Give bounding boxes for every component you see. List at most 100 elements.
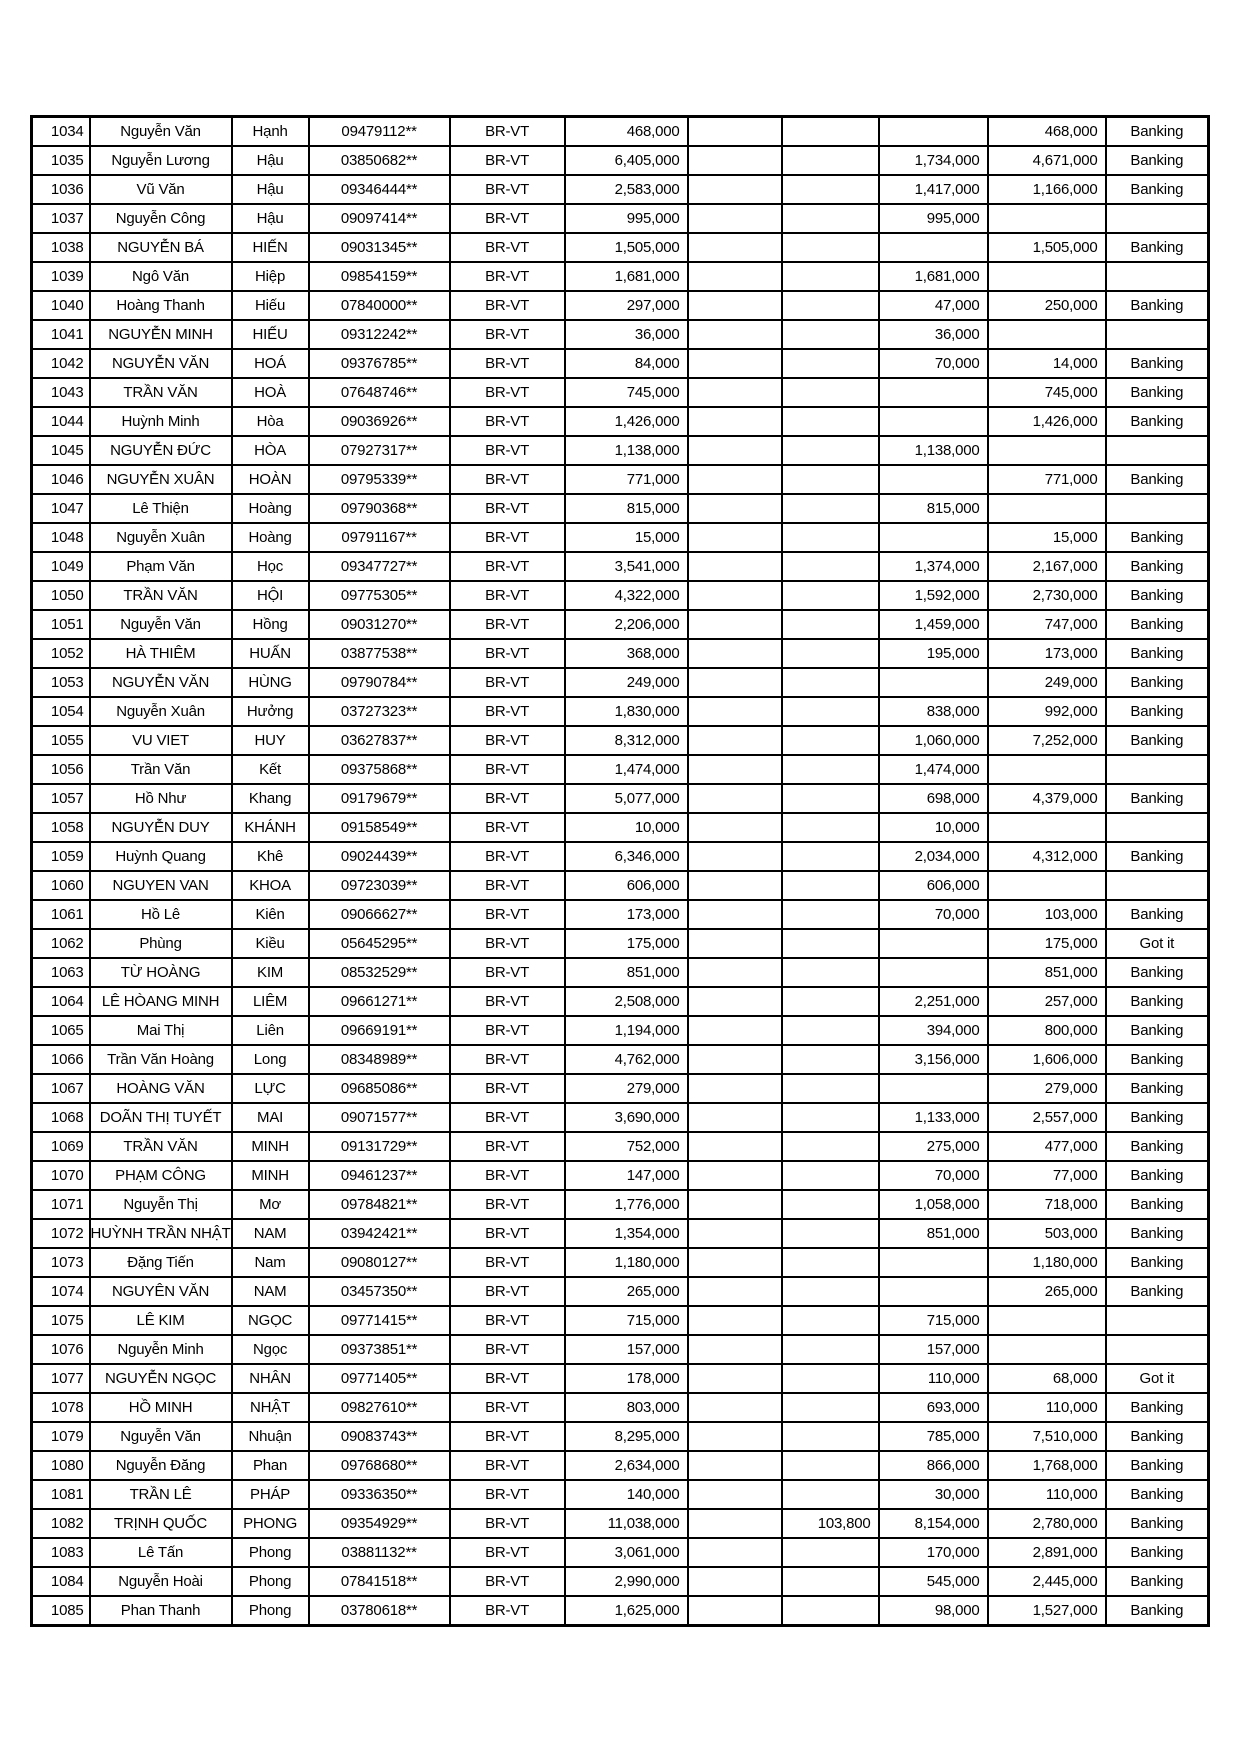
cell-row-id: 1061	[30, 899, 91, 930]
cell-row-id: 1072	[30, 1218, 91, 1249]
cell-blank-2	[780, 1566, 880, 1597]
cell-surname: Mơ	[230, 1189, 310, 1220]
table-row: 1055 VU VIET HUY 03627837** BR-VT 8,312,…	[30, 725, 1210, 756]
cell-amount-2: 815,000	[877, 493, 989, 524]
cell-row-id: 1047	[30, 493, 91, 524]
cell-row-id: 1046	[30, 464, 91, 495]
cell-surname: Hậu	[230, 203, 310, 234]
cell-amount-2: 698,000	[877, 783, 989, 814]
table-row: 1062 Phùng Kiều 05645295** BR-VT 175,000…	[30, 928, 1210, 959]
cell-blank-1	[686, 696, 783, 727]
cell-blank-2	[780, 638, 880, 669]
cell-phone: 08532529**	[307, 957, 451, 988]
cell-amount-2: 98,000	[877, 1595, 989, 1627]
cell-row-id: 1082	[30, 1508, 91, 1539]
cell-region: BR-VT	[448, 174, 566, 205]
cell-row-id: 1063	[30, 957, 91, 988]
cell-blank-2	[780, 812, 880, 843]
cell-amount-2	[877, 115, 989, 147]
cell-phone: 09771415**	[307, 1305, 451, 1336]
cell-row-id: 1081	[30, 1479, 91, 1510]
cell-amount-1: 6,405,000	[563, 145, 689, 176]
cell-amount-3: 468,000	[986, 115, 1107, 147]
cell-status: Banking	[1104, 957, 1210, 988]
cell-surname: Kiều	[230, 928, 310, 959]
cell-phone: 09031345**	[307, 232, 451, 263]
cell-name: HOÀNG VĂN	[88, 1073, 233, 1104]
cell-blank-2	[780, 1479, 880, 1510]
cell-surname: NAM	[230, 1218, 310, 1249]
cell-amount-1: 173,000	[563, 899, 689, 930]
cell-blank-2	[780, 725, 880, 756]
cell-status: Banking	[1104, 1189, 1210, 1220]
cell-blank-1	[686, 609, 783, 640]
table-row: 1059 Huỳnh Quang Khê 09024439** BR-VT 6,…	[30, 841, 1210, 872]
cell-blank-1	[686, 783, 783, 814]
cell-name: PHẠM CÔNG	[88, 1160, 233, 1191]
cell-status	[1104, 870, 1210, 901]
cell-name: Nguyễn Đăng	[88, 1450, 233, 1481]
cell-status: Got it	[1104, 928, 1210, 959]
cell-surname: HIẾN	[230, 232, 310, 263]
cell-region: BR-VT	[448, 667, 566, 698]
cell-phone: 09661271**	[307, 986, 451, 1017]
cell-name: Phan Thanh	[88, 1595, 233, 1627]
cell-status: Banking	[1104, 1537, 1210, 1568]
cell-phone: 09790368**	[307, 493, 451, 524]
cell-status: Banking	[1104, 1044, 1210, 1075]
cell-surname: Liên	[230, 1015, 310, 1046]
cell-blank-2	[780, 870, 880, 901]
cell-name: Ngô Văn	[88, 261, 233, 292]
cell-amount-1: 771,000	[563, 464, 689, 495]
cell-phone: 03881132**	[307, 1537, 451, 1568]
cell-phone: 09669191**	[307, 1015, 451, 1046]
cell-amount-3: 265,000	[986, 1276, 1107, 1307]
cell-amount-1: 606,000	[563, 870, 689, 901]
cell-blank-2	[780, 1334, 880, 1365]
cell-amount-3: 110,000	[986, 1479, 1107, 1510]
cell-name: Nguyễn Hoài	[88, 1566, 233, 1597]
cell-row-id: 1085	[30, 1595, 91, 1627]
cell-phone: 09795339**	[307, 464, 451, 495]
cell-amount-2: 1,417,000	[877, 174, 989, 205]
table-row: 1052 HÀ THIÊM HUẤN 03877538** BR-VT 368,…	[30, 638, 1210, 669]
cell-row-id: 1071	[30, 1189, 91, 1220]
cell-amount-1: 1,180,000	[563, 1247, 689, 1278]
cell-row-id: 1044	[30, 406, 91, 437]
cell-phone: 09376785**	[307, 348, 451, 379]
cell-region: BR-VT	[448, 1044, 566, 1075]
cell-status: Banking	[1104, 1392, 1210, 1423]
cell-region: BR-VT	[448, 754, 566, 785]
cell-amount-3: 250,000	[986, 290, 1107, 321]
cell-amount-2: 10,000	[877, 812, 989, 843]
cell-row-id: 1079	[30, 1421, 91, 1452]
cell-amount-1: 1,776,000	[563, 1189, 689, 1220]
cell-blank-1	[686, 1044, 783, 1075]
cell-row-id: 1057	[30, 783, 91, 814]
cell-name: Mai Thị	[88, 1015, 233, 1046]
cell-amount-3	[986, 435, 1107, 466]
cell-status: Banking	[1104, 464, 1210, 495]
cell-region: BR-VT	[448, 115, 566, 147]
cell-region: BR-VT	[448, 1102, 566, 1133]
cell-amount-1: 6,346,000	[563, 841, 689, 872]
cell-row-id: 1077	[30, 1363, 91, 1394]
cell-row-id: 1048	[30, 522, 91, 553]
cell-amount-1: 84,000	[563, 348, 689, 379]
table-row: 1046 NGUYỄN XUÂN HOÀN 09795339** BR-VT 7…	[30, 464, 1210, 495]
cell-phone: 09784821**	[307, 1189, 451, 1220]
cell-status	[1104, 812, 1210, 843]
cell-name: NGUYỄN VĂN	[88, 348, 233, 379]
cell-blank-2	[780, 841, 880, 872]
table-row: 1085 Phan Thanh Phong 03780618** BR-VT 1…	[30, 1595, 1210, 1627]
cell-amount-2	[877, 464, 989, 495]
cell-amount-2: 1,459,000	[877, 609, 989, 640]
cell-surname: HỘI	[230, 580, 310, 611]
cell-amount-3: 2,167,000	[986, 551, 1107, 582]
cell-status: Banking	[1104, 841, 1210, 872]
cell-surname: KHOA	[230, 870, 310, 901]
cell-amount-1: 175,000	[563, 928, 689, 959]
cell-status: Banking	[1104, 290, 1210, 321]
table-row: 1044 Huỳnh Minh Hòa 09036926** BR-VT 1,4…	[30, 406, 1210, 437]
cell-phone: 09346444**	[307, 174, 451, 205]
